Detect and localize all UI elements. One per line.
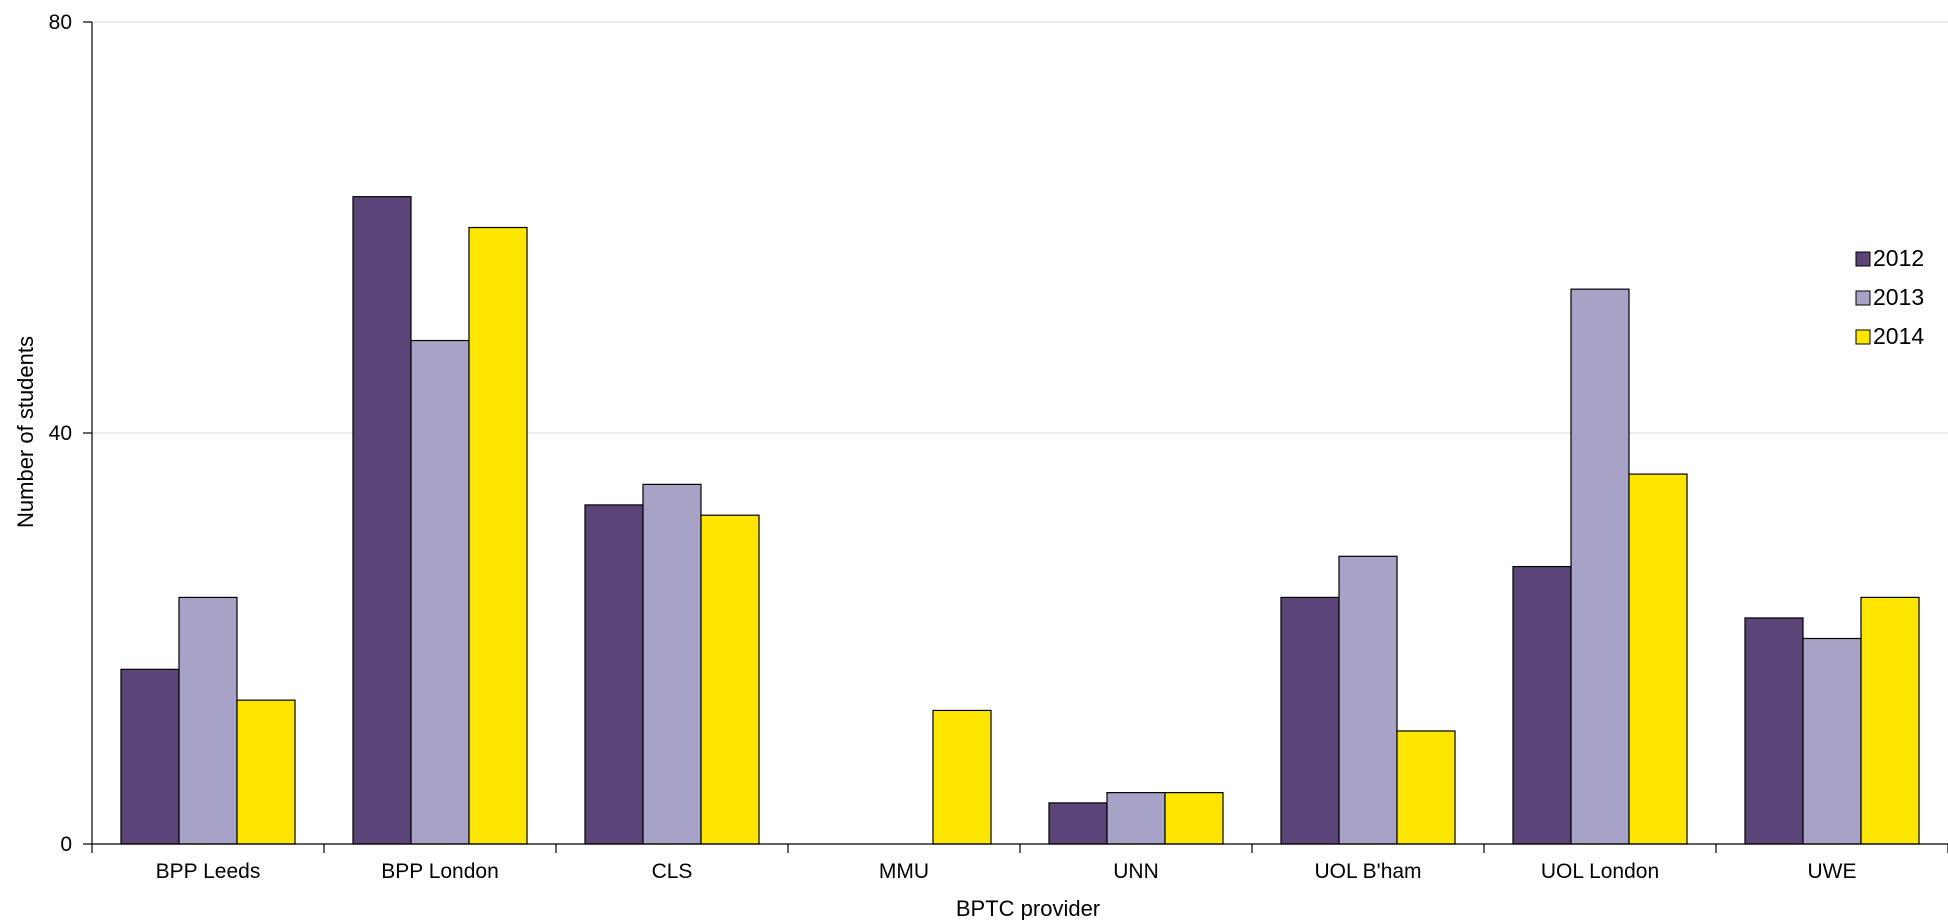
bar-2012-uwe (1744, 617, 1804, 845)
bar-2013-bpp-leeds (178, 596, 238, 845)
bar-2014-bpp-leeds (236, 699, 296, 845)
y-tick-label: 40 (49, 422, 72, 445)
x-tick-label: UOL B'ham (1314, 860, 1421, 883)
x-tick-label: UNN (1113, 860, 1159, 883)
x-tick-label: BPP Leeds (156, 860, 261, 883)
bar-2012-cls (584, 504, 644, 845)
x-tick-label: UOL London (1541, 860, 1659, 883)
bar-2012-uol-b-ham (1280, 596, 1340, 845)
x-tick-label: UWE (1808, 860, 1857, 883)
y-tick-label: 80 (49, 11, 72, 34)
bar-2013-uwe (1802, 637, 1862, 845)
bar-2014-uol-london (1628, 473, 1688, 845)
legend-label-2014: 2014 (1873, 323, 1924, 349)
legend-swatch-2013 (1855, 290, 1871, 306)
bar-2014-uol-b-ham (1396, 730, 1456, 845)
bar-2013-unn (1106, 792, 1166, 845)
y-tick-label: 0 (60, 833, 72, 856)
legend-label-2012: 2012 (1873, 245, 1924, 271)
x-tick-label: CLS (652, 860, 693, 883)
legend-swatch-2014 (1855, 329, 1871, 345)
x-tick-label: MMU (879, 860, 929, 883)
x-axis-title: BPTC provider (956, 896, 1100, 920)
bar-2013-uol-b-ham (1338, 555, 1398, 845)
bar-2012-bpp-london (352, 196, 412, 845)
legend: 2012 2013 2014 (1855, 245, 1924, 349)
y-axis-title: Number of students (13, 336, 38, 528)
bar-2012-bpp-leeds (120, 668, 180, 845)
bars (120, 196, 1920, 845)
bar-2012-uol-london (1512, 565, 1572, 845)
bar-2014-uwe (1860, 596, 1920, 845)
bar-2014-unn (1164, 792, 1224, 845)
legend-swatch-2012 (1855, 251, 1871, 267)
axes (83, 21, 1948, 853)
bar-2014-cls (700, 514, 760, 845)
bar-2014-bpp-london (468, 226, 528, 845)
legend-label-2013: 2013 (1873, 284, 1924, 310)
bar-2013-cls (642, 483, 702, 845)
bar-2012-unn (1048, 802, 1108, 845)
x-tick-label: BPP London (381, 860, 499, 883)
bar-2013-bpp-london (410, 339, 470, 845)
bar-2013-uol-london (1570, 288, 1630, 845)
axis-labels: 0 40 80 BPP Leeds BPP London CLS MMU UNN UOL B'h… (49, 11, 1857, 883)
bar-2014-mmu (932, 709, 992, 845)
